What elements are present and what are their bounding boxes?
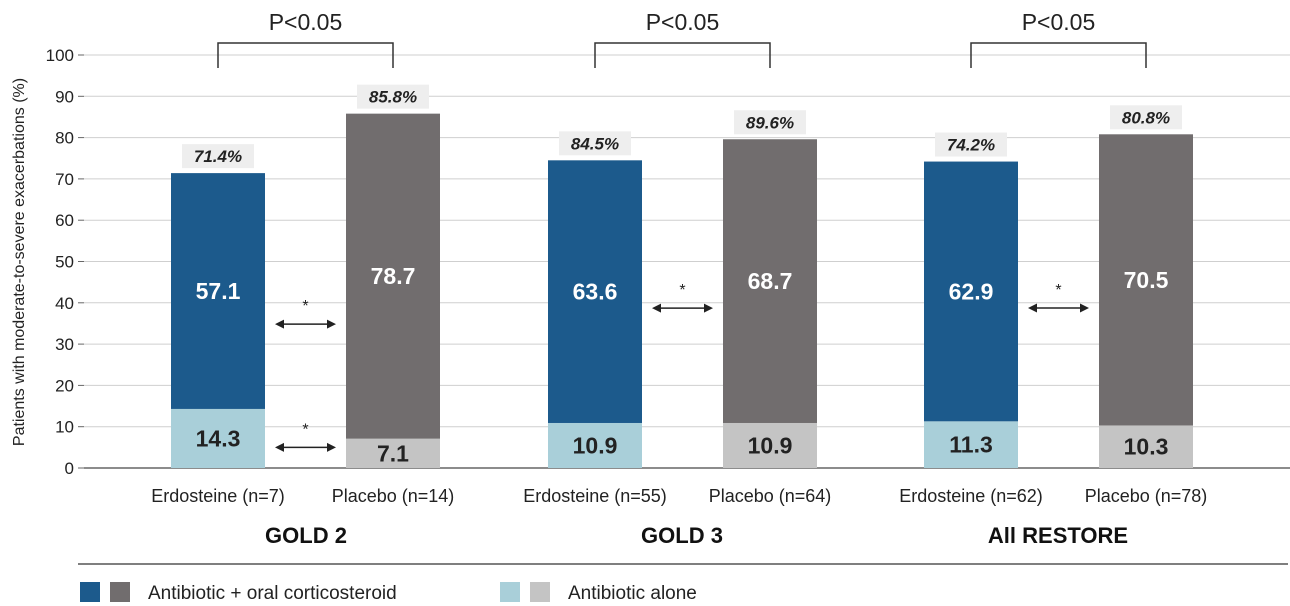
- legend-swatch: [110, 582, 130, 602]
- data-label-antibiotic-alone: 10.9: [573, 432, 618, 458]
- data-label-antibiotic-ocs: 57.1: [196, 278, 241, 304]
- y-tick-label: 70: [55, 170, 74, 189]
- total-label: 74.2%: [947, 136, 995, 155]
- y-tick-label: 0: [65, 459, 74, 478]
- arrow-head-left: [1028, 303, 1037, 313]
- y-axis-ticks: 0 10 20 30 40 50 60 70 80 90 100: [46, 46, 84, 478]
- p-value-label: P<0.05: [646, 9, 720, 35]
- significance-bracket: [970, 42, 1147, 68]
- y-tick-label: 30: [55, 335, 74, 354]
- total-label: 89.6%: [746, 113, 794, 132]
- bar-segment-antibiotic-alone: [1099, 425, 1193, 468]
- data-label-antibiotic-alone: 14.3: [196, 425, 241, 451]
- data-label-antibiotic-alone: 10.3: [1124, 434, 1169, 460]
- significance-star: *: [302, 298, 308, 315]
- y-tick-label: 50: [55, 253, 74, 272]
- significance-bracket: [594, 42, 771, 68]
- total-label-background: [182, 144, 254, 169]
- data-label-antibiotic-ocs: 62.9: [949, 278, 994, 304]
- bar-segment-antibiotic-ocs: [548, 160, 642, 423]
- bars: 14.3 57.1 71.4% 7.1 78.7 85.8% 10.9 63.6 84.5% 10…: [171, 84, 1193, 468]
- arrow-head-right: [1080, 303, 1089, 313]
- bar-segment-antibiotic-alone: [723, 422, 817, 468]
- p-value-label: P<0.05: [1022, 9, 1096, 35]
- y-tick-label: 90: [55, 87, 74, 106]
- group-label: All RESTORE: [988, 523, 1128, 548]
- total-label-background: [559, 131, 631, 156]
- bar-segment-antibiotic-ocs: [1099, 134, 1193, 426]
- total-label: 85.8%: [369, 88, 417, 107]
- group-label: GOLD 3: [641, 523, 723, 548]
- gridlines: [84, 54, 1290, 469]
- significance-bracket: [217, 42, 394, 68]
- category-label: Placebo (n=14): [332, 486, 455, 506]
- group-label: GOLD 2: [265, 523, 347, 548]
- data-label-antibiotic-ocs: 63.6: [573, 279, 618, 305]
- legend-label: Antibiotic + oral corticosteroid: [148, 583, 397, 604]
- data-label-antibiotic-alone: 11.3: [949, 432, 993, 458]
- legend-swatch: [530, 582, 550, 602]
- total-label-background: [357, 84, 429, 109]
- arrow-head-left: [652, 303, 661, 313]
- y-tick-label: 20: [55, 376, 74, 395]
- data-label-antibiotic-alone: 10.9: [748, 432, 793, 458]
- total-label: 80.8%: [1122, 108, 1170, 127]
- y-tick-label: 60: [55, 211, 74, 230]
- y-tick-label: 100: [46, 46, 74, 65]
- bar-segment-antibiotic-ocs: [924, 161, 1018, 422]
- category-label: Placebo (n=78): [1085, 486, 1208, 506]
- total-label-background: [1110, 105, 1182, 130]
- bar-segment-antibiotic-ocs: [171, 173, 265, 409]
- arrow-head-left: [275, 442, 284, 452]
- y-tick-label: 80: [55, 129, 74, 148]
- data-label-antibiotic-ocs: 78.7: [371, 263, 416, 289]
- y-tick-label: 40: [55, 294, 74, 313]
- data-label-antibiotic-alone: 7.1: [377, 440, 409, 466]
- arrow-head-left: [275, 319, 284, 329]
- arrow-head-right: [327, 442, 336, 452]
- category-labels: Erdosteine (n=7) Placebo (n=14) GOLD 2 Erdo…: [151, 486, 1207, 548]
- bar-segment-antibiotic-ocs: [346, 113, 440, 439]
- legend-label: Antibiotic alone: [568, 583, 697, 604]
- total-label: 71.4%: [194, 147, 242, 166]
- significance-star: *: [679, 282, 685, 299]
- bar-segment-antibiotic-alone: [924, 421, 1018, 468]
- annotations: P<0.05 * * P<0.05 * P<0.05 *: [217, 9, 1147, 452]
- y-tick-label: 10: [55, 418, 74, 437]
- legend-swatch: [80, 582, 100, 602]
- arrow-head-right: [327, 319, 336, 329]
- data-label-antibiotic-ocs: 70.5: [1124, 267, 1169, 293]
- data-label-antibiotic-ocs: 68.7: [748, 268, 793, 294]
- bar-segment-antibiotic-alone: [171, 408, 265, 468]
- category-label: Erdosteine (n=62): [899, 486, 1043, 506]
- category-label: Erdosteine (n=55): [523, 486, 667, 506]
- total-label-background: [935, 132, 1007, 157]
- y-axis-label: Patients with moderate-to-severe exacerb…: [11, 78, 28, 446]
- bar-segment-antibiotic-alone: [346, 438, 440, 468]
- arrow-head-right: [704, 303, 713, 313]
- legend-swatch: [500, 582, 520, 602]
- category-label: Placebo (n=64): [709, 486, 832, 506]
- p-value-label: P<0.05: [269, 9, 343, 35]
- bar-segment-antibiotic-alone: [548, 422, 642, 468]
- total-label-background: [734, 110, 806, 135]
- significance-star: *: [1055, 282, 1061, 299]
- total-label: 84.5%: [571, 134, 619, 153]
- significance-star: *: [302, 421, 308, 438]
- legend: Antibiotic + oral corticosteroid Antibiot…: [80, 582, 697, 604]
- category-label: Erdosteine (n=7): [151, 486, 285, 506]
- bar-segment-antibiotic-ocs: [723, 139, 817, 423]
